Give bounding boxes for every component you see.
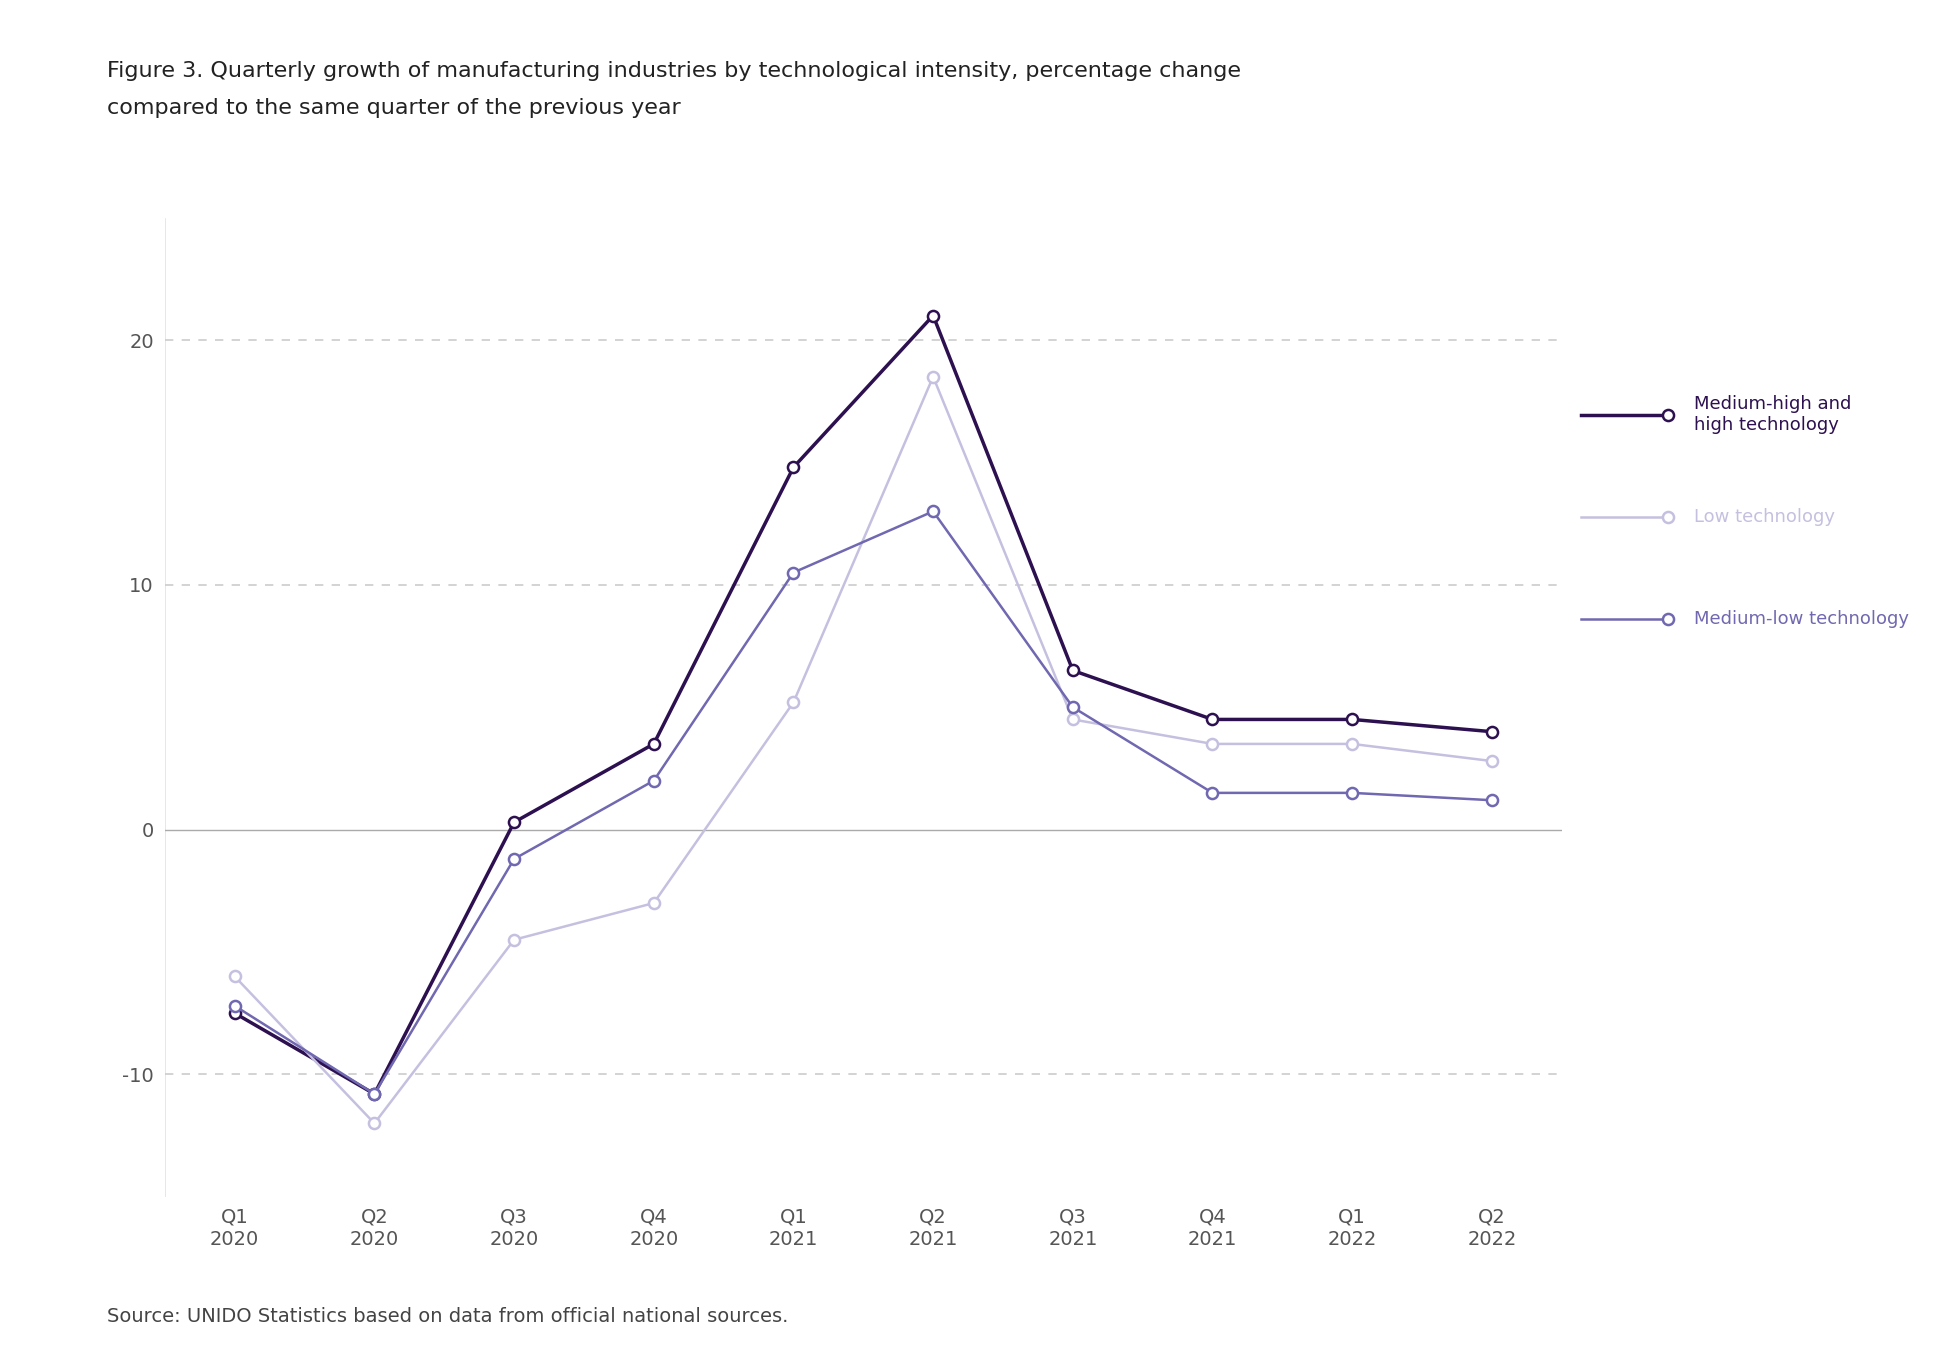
- Text: Low technology: Low technology: [1693, 507, 1834, 526]
- Text: compared to the same quarter of the previous year: compared to the same quarter of the prev…: [107, 98, 681, 118]
- Text: Figure 3. Quarterly growth of manufacturing industries by technological intensit: Figure 3. Quarterly growth of manufactur…: [107, 61, 1241, 82]
- Text: Source: UNIDO Statistics based on data from official national sources.: Source: UNIDO Statistics based on data f…: [107, 1307, 787, 1326]
- Text: Medium-high and
high technology: Medium-high and high technology: [1693, 396, 1850, 434]
- Text: Medium-low technology: Medium-low technology: [1693, 609, 1908, 628]
